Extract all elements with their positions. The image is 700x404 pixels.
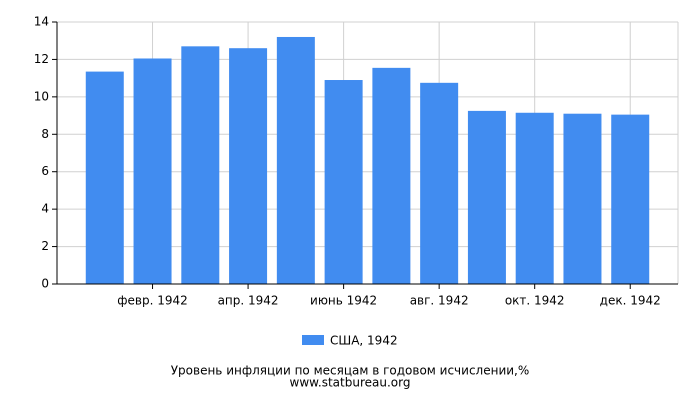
bar — [563, 113, 602, 284]
bar — [372, 67, 411, 284]
y-tick-label: 10 — [34, 89, 49, 103]
legend-label: США, 1942 — [330, 334, 398, 348]
bar — [420, 82, 459, 284]
y-tick-label: 4 — [41, 202, 49, 216]
y-tick-label: 8 — [41, 127, 49, 141]
legend-swatch — [302, 335, 324, 345]
y-tick-label: 14 — [34, 15, 49, 29]
y-tick-label: 12 — [34, 52, 49, 66]
x-tick-label: февр. 1942 — [117, 294, 188, 308]
x-tick-label: апр. 1942 — [218, 294, 279, 308]
y-tick-label: 2 — [41, 239, 49, 253]
bar — [515, 112, 554, 284]
x-tick-label: авг. 1942 — [410, 294, 469, 308]
bar — [276, 36, 315, 284]
y-tick-label: 6 — [41, 164, 49, 178]
chart-title: Уровень инфляции по месяцам в годовом ис… — [171, 364, 530, 378]
bar — [611, 114, 650, 284]
y-tick-label: 0 — [41, 277, 49, 291]
bar — [229, 48, 268, 285]
bar — [85, 71, 124, 284]
bar — [467, 110, 506, 285]
x-tick-label: дек. 1942 — [600, 294, 661, 308]
x-tick-label: окт. 1942 — [505, 294, 565, 308]
x-tick-label: июнь 1942 — [310, 294, 377, 308]
source: www.statbureau.org — [290, 376, 411, 390]
bar — [324, 80, 363, 284]
bar — [133, 58, 172, 284]
bar — [181, 46, 220, 285]
